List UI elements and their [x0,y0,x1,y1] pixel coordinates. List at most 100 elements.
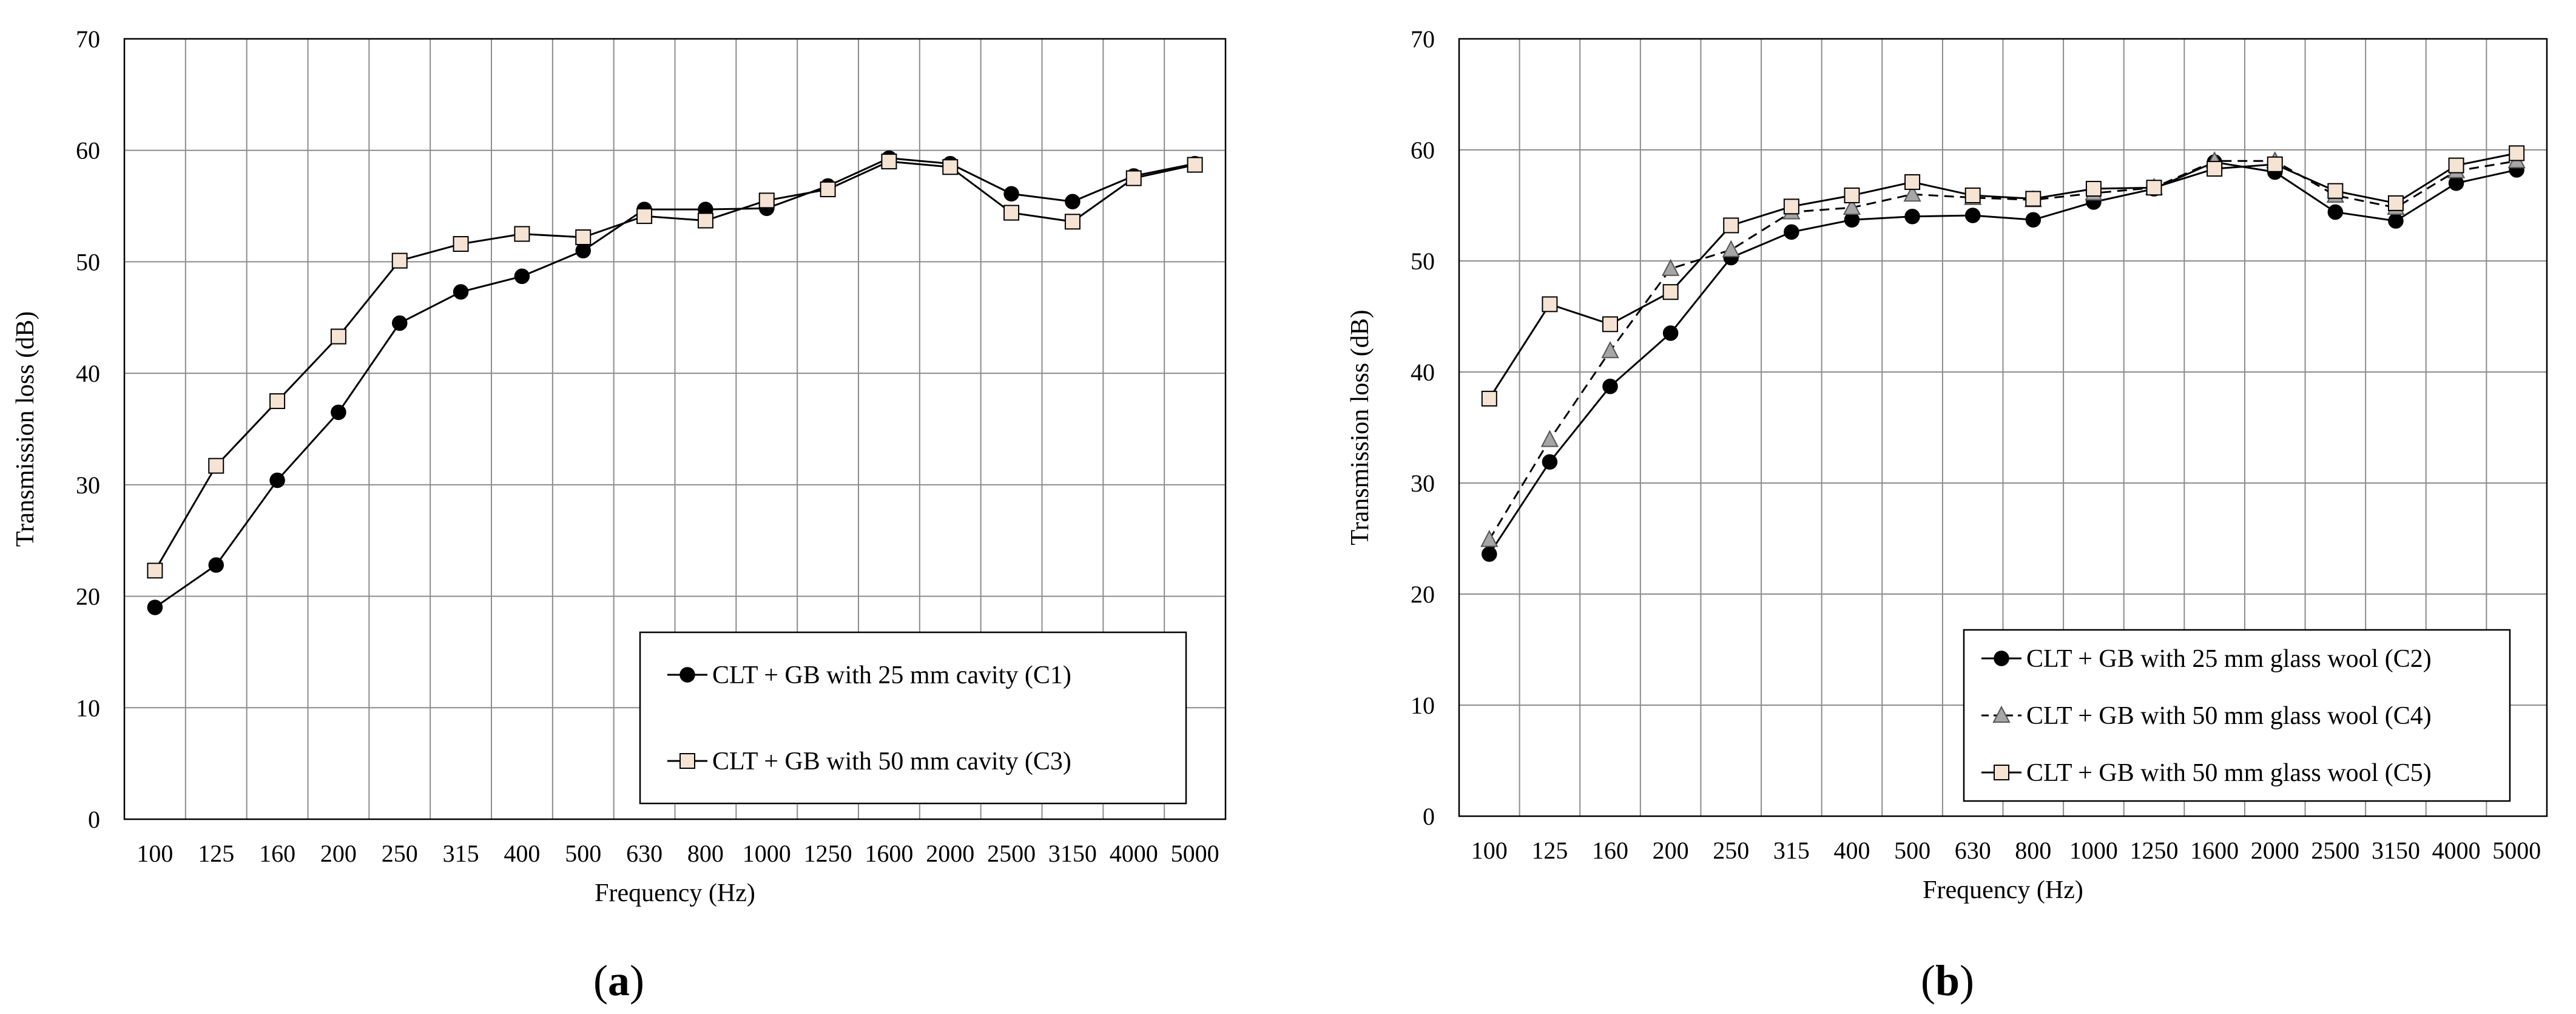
legend-marker [1994,651,2009,666]
chart-a-x-tick-labels: 100 125 160 200 250 315 400 500 630 800 1000 1250 16… [137,840,1219,867]
data-point [514,268,530,285]
data-point [1783,198,1799,215]
x-tick-label: 1000 [2069,837,2118,864]
chart-b-series [1480,145,2526,562]
data-point [147,563,163,579]
chart-a-legend: CLT + GB with 25 mm cavity (C1) CLT + GB … [639,631,1187,805]
x-tick-label: 5000 [2492,837,2541,864]
x-tick-label: 3150 [1048,840,1097,867]
y-tick-label: 70 [1411,25,1435,53]
data-point [453,236,469,252]
data-point [1843,197,1861,215]
x-tick-label: 100 [1471,837,1508,864]
data-point [2025,191,2042,207]
x-tick-label: 1600 [865,840,913,867]
x-tick-label: 800 [2015,837,2051,864]
data-point [2267,156,2283,172]
chart-b-caption: (b) [1921,956,1974,1005]
data-point [1904,174,1921,191]
chart-b-legend: CLT + GB with 25 mm glass wool (C2) CLT +… [1963,629,2511,802]
x-tick-label: 500 [565,840,601,867]
legend-label: CLT + GB with 50 mm cavity (C3) [712,748,1071,776]
chart-b: 0 10 20 30 40 50 60 70 100 125 160 200 250 315 400 500… [1346,25,2548,1005]
data-point [1481,390,1497,407]
chart-b-plot-frame [1458,38,2548,817]
x-tick-label: 400 [504,840,540,867]
data-point [636,208,653,225]
data-point [1662,284,1679,300]
x-tick-label: 250 [1713,837,1749,864]
x-tick-label: 630 [1955,837,1991,864]
x-tick-label: 2000 [2251,837,2299,864]
data-point [1964,208,1981,223]
x-tick-label: 2500 [987,840,1036,867]
y-tick-label: 60 [76,137,100,164]
x-tick-label: 160 [259,840,295,867]
data-point [942,159,959,175]
data-point [208,458,224,474]
y-tick-label: 50 [76,248,100,275]
data-point [575,229,592,246]
legend-label: CLT + GB with 50 mm glass wool (C5) [2026,759,2432,787]
data-point [2448,157,2464,174]
chart-b-y-axis-title: Transmission loss (dB) [1346,309,1374,545]
data-point [1003,186,1019,202]
y-tick-label: 40 [1411,359,1435,386]
data-point [1602,379,1618,394]
y-tick-label: 50 [1411,248,1435,275]
y-tick-label: 10 [1411,692,1435,719]
data-point [208,557,224,573]
data-point [269,393,286,410]
data-point [881,154,897,170]
data-point [1602,316,1619,333]
series-line [154,160,1195,572]
legend-item: CLT + GB with 50 mm cavity (C3) [667,748,1071,776]
x-tick-label: 125 [198,840,234,867]
data-point [1480,530,1499,547]
data-point [1903,184,1921,202]
data-point [2327,183,2344,199]
chart-a-caption: (a) [593,956,644,1005]
data-point [1661,259,1680,276]
legend-item: CLT + GB with 50 mm glass wool (C5) [1981,759,2432,787]
data-point [2327,204,2344,220]
data-point [453,284,469,300]
legend-marker [1992,705,2011,723]
data-point [1601,341,1619,359]
data-point [1065,194,1081,209]
x-tick-label: 3150 [2372,837,2420,864]
data-point [1540,430,1559,447]
legend-label: CLT + GB with 50 mm glass wool (C4) [2026,702,2432,730]
chart-a: 0 10 20 30 40 50 60 70 100 125 160 200 250 315 400 500… [12,25,1227,1005]
y-tick-label: 30 [76,472,100,499]
data-point [1964,188,1981,204]
legend-item: CLT + GB with 25 mm glass wool (C2) [1981,645,2432,673]
series-line [1488,152,2517,399]
data-point [1662,325,1679,341]
y-tick-label: 20 [1411,581,1435,608]
data-point [575,243,591,259]
data-point [697,212,713,229]
y-tick-label: 20 [76,583,100,610]
x-tick-label: 160 [1592,837,1628,864]
data-point [2146,180,2162,196]
x-tick-label: 200 [320,840,357,867]
data-point [514,226,530,242]
chart-a-x-axis-title: Frequency (Hz) [595,879,755,907]
x-tick-label: 100 [137,840,173,867]
legend-marker [679,667,695,683]
data-point [2387,195,2404,211]
y-tick-label: 60 [1411,137,1435,164]
data-point [331,404,346,421]
data-point [391,252,408,269]
x-tick-label: 1000 [743,840,791,867]
data-point [758,192,775,209]
series-3 [1481,145,2525,407]
x-tick-label: 5000 [1171,840,1219,867]
x-tick-label: 1600 [2190,837,2239,864]
data-point [269,472,285,488]
x-tick-label: 4000 [2432,837,2481,864]
data-point [2207,161,2223,177]
chart-b-x-tick-labels: 100 125 160 200 250 315 400 500 630 800 1000 1250 16… [1471,837,2541,864]
